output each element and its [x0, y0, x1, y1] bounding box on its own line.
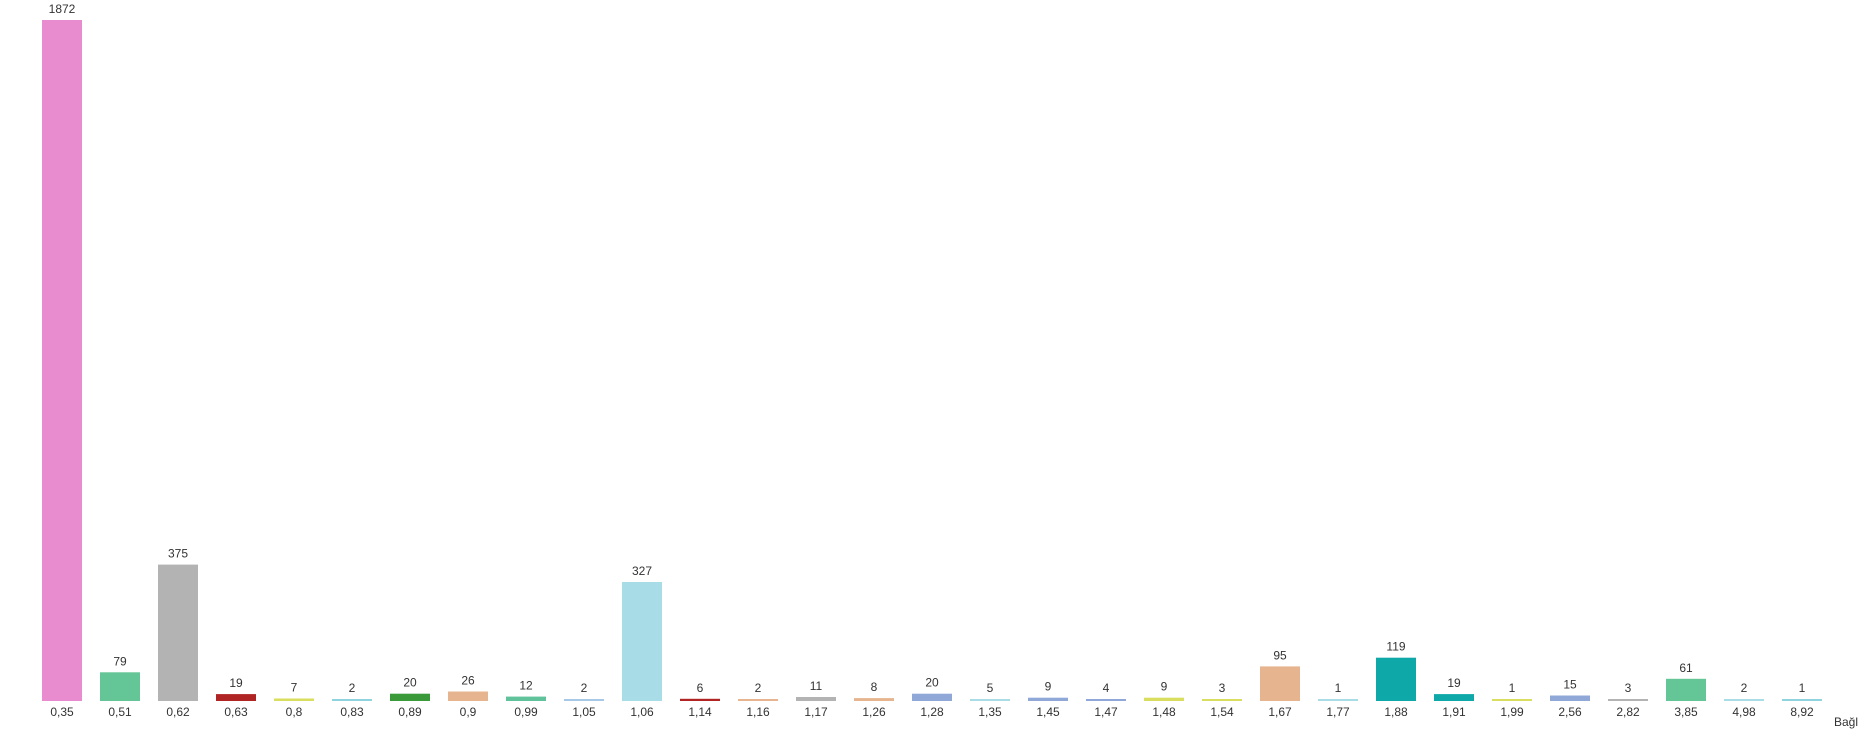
- value-label: 12: [519, 679, 533, 693]
- category-label: 1,54: [1210, 705, 1234, 719]
- bar: [970, 699, 1010, 701]
- category-label: 0,62: [166, 705, 190, 719]
- category-label: 1,28: [920, 705, 944, 719]
- bar: [332, 699, 372, 701]
- bar: [1608, 699, 1648, 701]
- x-axis-title: Bağl: [1834, 715, 1858, 729]
- category-label: 1,77: [1326, 705, 1350, 719]
- category-label: 1,45: [1036, 705, 1060, 719]
- value-label: 19: [1447, 676, 1461, 690]
- value-label: 9: [1045, 680, 1052, 694]
- category-label: 1,14: [688, 705, 712, 719]
- bar: [158, 564, 198, 701]
- category-label: 1,88: [1384, 705, 1408, 719]
- bar: [1666, 678, 1706, 701]
- category-label: 0,35: [50, 705, 74, 719]
- category-labels-group: 0,35 0,51 0,62 0,63 0,8 0,83 0,89 0,9 0,99 1,05 1,…: [50, 705, 1814, 719]
- value-label: 2: [755, 681, 762, 695]
- bar: [1550, 695, 1590, 701]
- bar: [448, 691, 488, 701]
- category-label: 2,82: [1616, 705, 1640, 719]
- bar: [1318, 699, 1358, 701]
- bar: [1028, 697, 1068, 701]
- bar: [1434, 694, 1474, 701]
- value-label: 6: [697, 681, 704, 695]
- value-label: 7: [291, 681, 298, 695]
- value-label: 2: [349, 681, 356, 695]
- bar: [912, 693, 952, 701]
- value-label: 19: [229, 676, 243, 690]
- value-label: 1: [1799, 681, 1806, 695]
- value-label: 1: [1509, 681, 1516, 695]
- value-label: 26: [461, 674, 475, 688]
- category-label: 3,85: [1674, 705, 1698, 719]
- category-label: 4,98: [1732, 705, 1756, 719]
- bar: [1086, 699, 1126, 701]
- category-label: 0,99: [514, 705, 538, 719]
- bars-group: [42, 20, 1822, 701]
- bar: [738, 699, 778, 701]
- bar: [1260, 666, 1300, 701]
- value-label: 9: [1161, 680, 1168, 694]
- bar: [1376, 657, 1416, 701]
- category-label: 1,35: [978, 705, 1002, 719]
- value-label: 61: [1679, 661, 1693, 675]
- bar: [506, 696, 546, 701]
- value-label: 119: [1386, 640, 1405, 654]
- category-label: 0,89: [398, 705, 422, 719]
- category-label: 0,83: [340, 705, 364, 719]
- value-label: 95: [1273, 648, 1287, 662]
- category-label: 1,06: [630, 705, 654, 719]
- bar: [1202, 699, 1242, 701]
- category-label: 8,92: [1790, 705, 1814, 719]
- value-label: 20: [925, 676, 939, 690]
- value-label: 375: [168, 547, 188, 561]
- bar: [854, 698, 894, 701]
- category-label: 0,8: [286, 705, 303, 719]
- category-label: 2,56: [1558, 705, 1582, 719]
- value-label: 5: [987, 681, 994, 695]
- bar: [216, 694, 256, 701]
- category-label: 0,51: [108, 705, 132, 719]
- value-label: 2: [1741, 681, 1748, 695]
- bar: [1782, 699, 1822, 701]
- bar: [1144, 697, 1184, 701]
- value-label: 2: [581, 681, 588, 695]
- value-label: 20: [403, 676, 417, 690]
- category-label: 1,91: [1442, 705, 1466, 719]
- bar: [796, 697, 836, 701]
- category-label: 1,05: [572, 705, 596, 719]
- category-label: 0,63: [224, 705, 248, 719]
- category-label: 1,16: [746, 705, 770, 719]
- bar: [274, 698, 314, 701]
- bar: [42, 20, 82, 701]
- category-label: 1,26: [862, 705, 886, 719]
- value-label: 15: [1563, 678, 1577, 692]
- bar: [1492, 699, 1532, 701]
- value-label: 4: [1103, 681, 1110, 695]
- value-label: 3: [1625, 681, 1632, 695]
- value-label: 11: [810, 679, 823, 693]
- value-label: 1: [1335, 681, 1342, 695]
- category-label: 1,48: [1152, 705, 1176, 719]
- value-label: 79: [113, 654, 127, 668]
- value-label: 8: [871, 680, 878, 694]
- bar: [100, 672, 140, 701]
- bar: [1724, 699, 1764, 701]
- bar: [680, 698, 720, 701]
- value-label: 1872: [49, 2, 76, 16]
- bar: [390, 693, 430, 701]
- category-label: 1,67: [1268, 705, 1292, 719]
- bar: [564, 699, 604, 701]
- bar: [622, 582, 662, 701]
- category-label: 0,9: [460, 705, 477, 719]
- value-label: 327: [632, 564, 652, 578]
- category-label: 1,17: [804, 705, 828, 719]
- category-label: 1,47: [1094, 705, 1118, 719]
- category-label: 1,99: [1500, 705, 1524, 719]
- value-label: 3: [1219, 681, 1226, 695]
